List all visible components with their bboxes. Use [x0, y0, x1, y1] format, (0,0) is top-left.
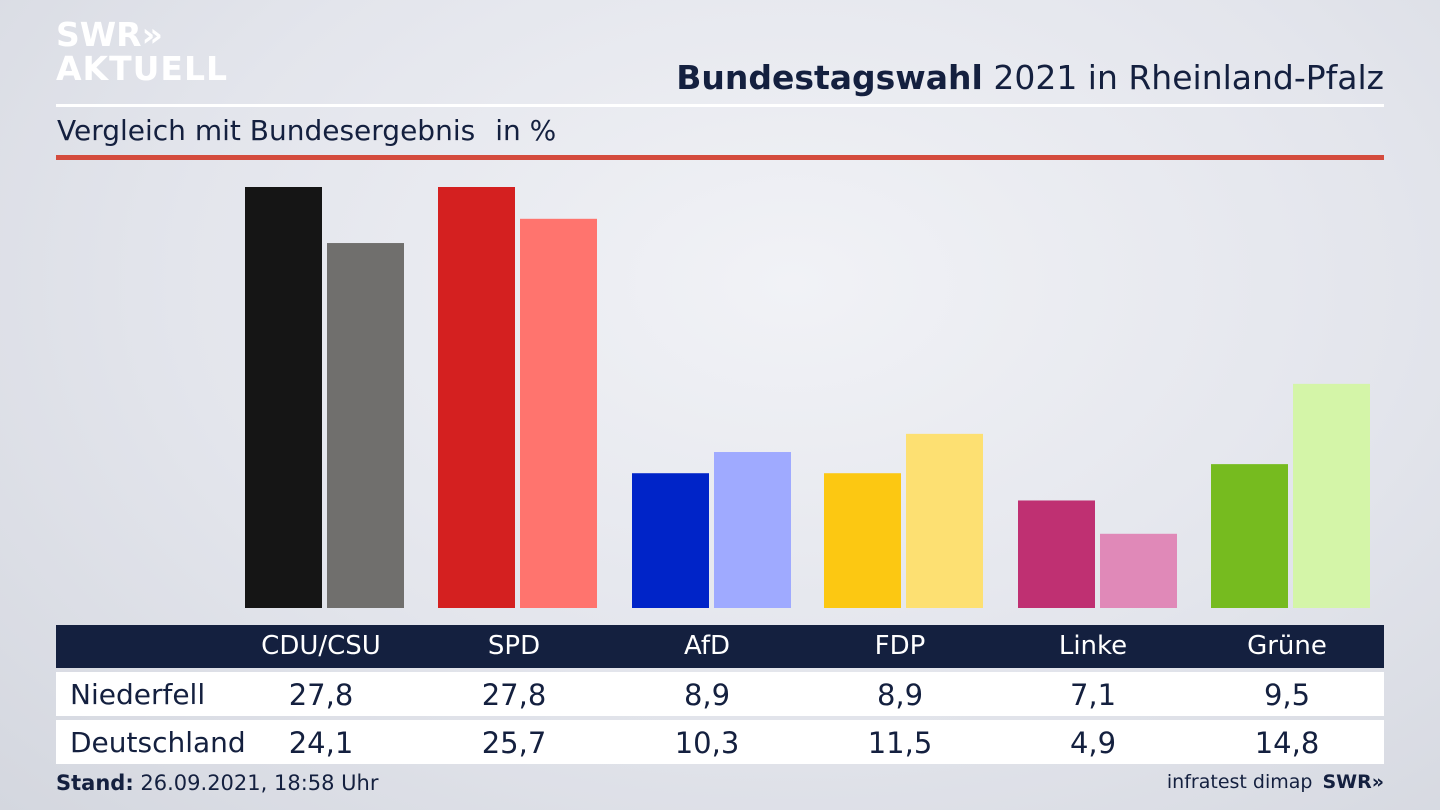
table-cell: 8,9 [876, 678, 924, 712]
bar-afd-niederfell [632, 473, 709, 608]
stand-value: 26.09.2021, 18:58 Uhr [133, 771, 379, 795]
bar-linke-deutschland [1100, 533, 1177, 608]
column-header: Linke [1058, 631, 1128, 661]
source-credit: infratest dimap SWR» [1167, 771, 1384, 793]
bar-afd-deutschland [714, 452, 791, 608]
table-cell: 4,9 [1069, 726, 1117, 760]
table-cell: 9,5 [1263, 678, 1311, 712]
bar-cdu-csu-deutschland [327, 243, 404, 608]
results-table: CDU/CSU SPD AfD FDP Linke Grüne Niederfell 27… [56, 625, 1384, 764]
table-cell: 27,8 [481, 678, 547, 712]
table-cell: 11,5 [867, 726, 933, 760]
bar-fdp-deutschland [906, 433, 983, 608]
timestamp: Stand: 26.09.2021, 18:58 Uhr [56, 771, 379, 795]
table-cell: 8,9 [683, 678, 731, 712]
header-divider [56, 104, 1384, 107]
accent-divider [56, 155, 1384, 160]
bar-gr-ne-niederfell [1211, 464, 1288, 608]
chart-subtitle: Vergleich mit Bundesergebnis in % [57, 114, 556, 147]
title-bold: Bundestagswahl [676, 58, 983, 97]
bar-spd-deutschland [520, 218, 597, 608]
page-title: Bundestagswahl 2021 in Rheinland-Pfalz [676, 58, 1384, 97]
bar-fdp-niederfell [824, 473, 901, 608]
swr-brand-mark: SWR» [1322, 771, 1384, 793]
bar-spd-niederfell [438, 187, 515, 608]
table-cell: 27,8 [288, 678, 354, 712]
row-label: Deutschland [70, 726, 246, 759]
swr-aktuell-logo: SWR» AKTUELL [56, 18, 228, 86]
column-header: Grüne [1247, 631, 1327, 661]
table-header: CDU/CSU SPD AfD FDP Linke Grüne [56, 625, 1384, 668]
table-cell: 7,1 [1069, 678, 1117, 712]
column-header: SPD [487, 631, 541, 661]
row-label: Niederfell [70, 678, 206, 711]
bar-cdu-csu-niederfell [245, 187, 322, 608]
table-row-deutschland: Deutschland 24,1 25,7 10,3 11,5 4,9 14,8 [56, 720, 1384, 764]
source-text: infratest dimap [1166, 771, 1313, 793]
table-cell: 25,7 [481, 726, 547, 760]
table-cell: 24,1 [288, 726, 354, 760]
title-rest: 2021 in Rheinland-Pfalz [982, 58, 1384, 97]
subtitle-unit: in % [495, 114, 557, 147]
table-row-niederfell: Niederfell 27,8 27,8 8,9 8,9 7,1 9,5 [56, 672, 1384, 716]
logo-line-1: SWR» [56, 15, 163, 54]
table-cell: 10,3 [674, 726, 740, 760]
column-header: AfD [683, 631, 731, 661]
bar-linke-niederfell [1018, 500, 1095, 608]
subtitle-text: Vergleich mit Bundesergebnis [57, 114, 476, 147]
column-header: CDU/CSU [261, 631, 381, 661]
stand-label: Stand: [56, 771, 134, 795]
bar-gr-ne-deutschland [1293, 383, 1370, 608]
table-cell: 14,8 [1254, 726, 1320, 760]
logo-line-2: AKTUELL [56, 49, 229, 88]
bar-chart [245, 187, 1370, 608]
column-header: FDP [874, 631, 926, 661]
